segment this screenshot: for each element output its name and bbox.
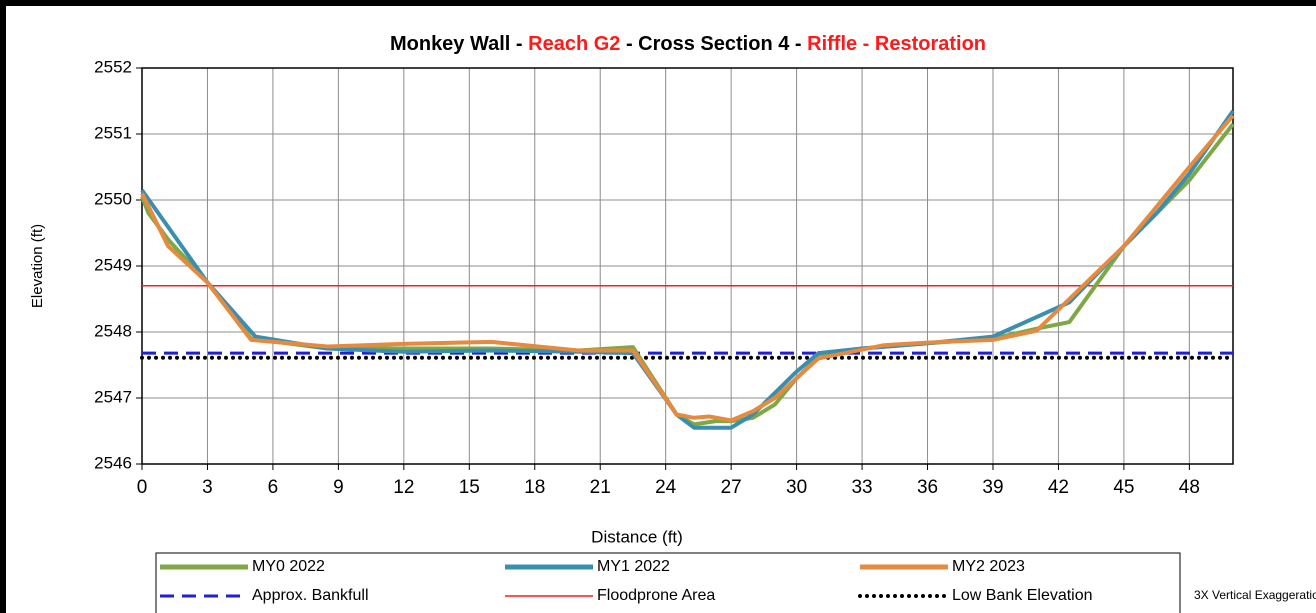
x-tick-label: 48 (1179, 477, 1200, 498)
x-tick-label: 45 (1113, 477, 1134, 498)
x-tick-label: 0 (137, 477, 148, 498)
legend-label: Low Bank Elevation (952, 587, 1093, 604)
x-axis-label: Distance (ft) (591, 527, 683, 546)
x-tick-label: 30 (786, 477, 807, 498)
legend-label: Floodprone Area (597, 587, 715, 604)
x-tick-label: 42 (1048, 477, 1069, 498)
title-part: Riffle - Restoration (807, 33, 986, 55)
y-tick-label: 2550 (94, 189, 132, 208)
title-part: Monkey Wall - (390, 33, 528, 55)
y-tick-label: 2546 (94, 453, 132, 472)
title-part: Reach G2 (528, 33, 620, 55)
x-tick-label: 24 (655, 477, 677, 498)
x-tick-label: 15 (459, 477, 480, 498)
y-tick-label: 2552 (94, 57, 132, 76)
x-tick-label: 3 (202, 477, 213, 498)
y-tick-label: 2549 (94, 255, 132, 274)
x-tick-label: 9 (333, 477, 344, 498)
legend-label: MY2 2023 (952, 558, 1025, 575)
note: 3X Vertical Exaggeration (1194, 588, 1316, 602)
legend-label: Approx. Bankfull (252, 587, 369, 604)
x-tick-label: 27 (721, 477, 742, 498)
title-part: - Cross Section 4 - (620, 33, 807, 55)
x-tick-label: 33 (851, 477, 872, 498)
y-tick-label: 2548 (94, 321, 132, 340)
x-tick-label: 36 (917, 477, 938, 498)
y-tick-label: 2551 (94, 123, 132, 142)
x-tick-label: 6 (268, 477, 279, 498)
plot-border (141, 67, 1234, 465)
y-tick-label: 2547 (94, 387, 132, 406)
y-axis-label: Elevation (ft) (29, 224, 46, 308)
legend-label: MY0 2022 (252, 558, 325, 575)
x-tick-label: 39 (982, 477, 1003, 498)
x-tick-label: 21 (590, 477, 611, 498)
legend-label: MY1 2022 (597, 558, 670, 575)
x-tick-label: 12 (393, 477, 414, 498)
series-line (140, 114, 1235, 423)
chart-title: Monkey Wall - Reach G2 - Cross Section 4… (390, 33, 986, 55)
x-tick-label: 18 (524, 477, 545, 498)
legend (155, 552, 1181, 613)
